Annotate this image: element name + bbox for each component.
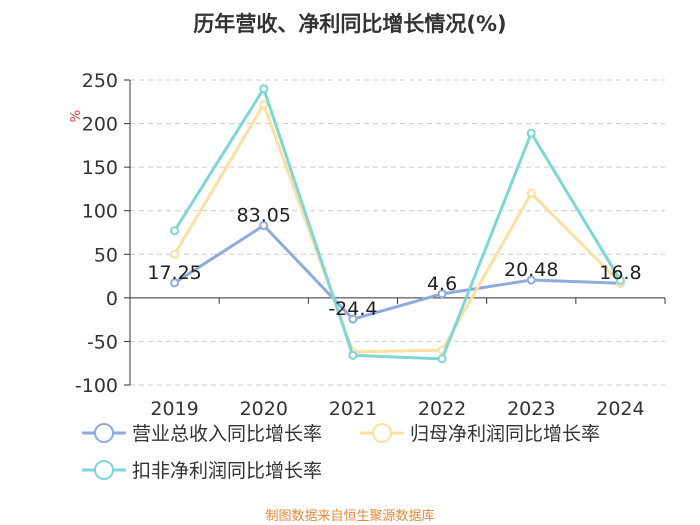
data-label: 4.6	[427, 273, 457, 295]
data-point	[170, 249, 180, 259]
data-label: 16.8	[599, 262, 641, 284]
x-tick-label: 2022	[418, 398, 466, 420]
data-point	[170, 278, 180, 288]
x-tick-label: 2020	[240, 398, 288, 420]
y-tick-label: -100	[75, 375, 118, 397]
data-labels: 17.25 83.05 -24.4 4.6 20.48 16.8	[147, 204, 641, 320]
data-point	[348, 314, 358, 324]
data-label: -24.4	[328, 298, 377, 320]
legend-marker-icon	[94, 423, 114, 443]
y-tick-label: -50	[87, 331, 118, 353]
legend-item-1[interactable]: 营业总收入同比增长率	[82, 423, 322, 445]
grid-lines	[130, 79, 665, 386]
data-point	[348, 350, 358, 360]
x-tick-label: 2021	[329, 398, 377, 420]
data-point	[526, 275, 536, 285]
legend-item-3[interactable]: 扣非净利润同比增长率	[82, 460, 322, 482]
data-label: 17.25	[147, 262, 201, 284]
data-label: 20.48	[504, 259, 558, 281]
series-layer	[170, 84, 625, 364]
x-tick-label: 2023	[507, 398, 555, 420]
data-label: 83.05	[237, 204, 291, 226]
y-tick-label: 250	[82, 70, 118, 92]
legend-label: 归母净利润同比增长率	[410, 423, 600, 445]
data-point	[170, 226, 180, 236]
data-point	[526, 128, 536, 138]
legend-marker-icon	[94, 460, 114, 480]
y-tick-label: 150	[82, 157, 118, 179]
source-note: 制图数据来自恒生聚源数据库	[265, 508, 434, 524]
y-tick-label: 100	[82, 201, 118, 223]
series-2	[170, 99, 625, 357]
data-point	[259, 84, 269, 94]
x-tick-label: 2024	[596, 398, 644, 420]
y-axis-ticks: 250 200 150 100 50 0 -50 -100	[75, 70, 131, 397]
x-axis-ticks: 2019 2020 2021 2022 2023 2024	[129, 297, 666, 420]
series-line	[173, 102, 622, 354]
legend-label: 扣非净利润同比增长率	[132, 460, 322, 482]
data-point	[259, 99, 269, 109]
y-axis-unit-label: %	[69, 110, 84, 122]
series-line	[173, 223, 621, 321]
data-point	[615, 275, 625, 285]
data-point	[259, 220, 269, 230]
y-tick-label: 50	[94, 244, 118, 266]
data-point	[437, 289, 447, 299]
legend-marker-icon	[372, 423, 392, 443]
x-tick-label: 2019	[150, 398, 198, 420]
legend-label: 营业总收入同比增长率	[132, 423, 322, 445]
chart-title: 历年营收、净利同比增长情况(%)	[193, 12, 506, 36]
y-tick-label: 0	[106, 288, 118, 310]
series-3	[170, 84, 625, 364]
legend-item-2[interactable]: 归母净利润同比增长率	[360, 423, 600, 445]
series-line	[173, 87, 622, 361]
data-point	[437, 354, 447, 364]
data-point	[526, 188, 536, 198]
y-tick-label: 200	[82, 114, 118, 136]
